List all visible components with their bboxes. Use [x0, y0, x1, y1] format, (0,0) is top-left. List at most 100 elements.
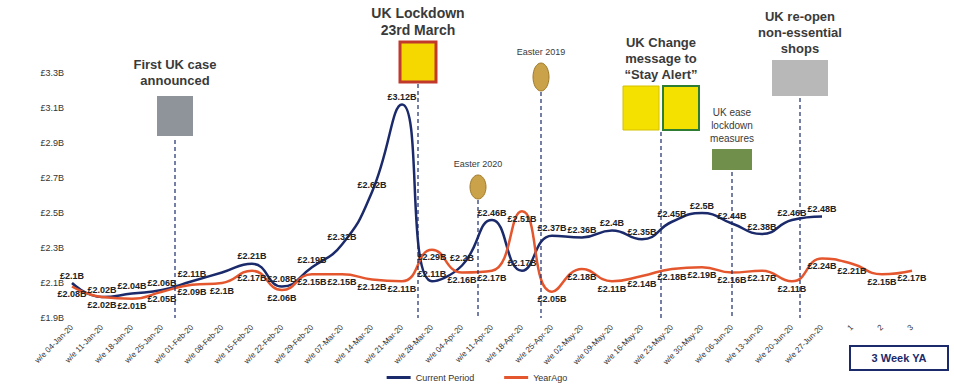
svg-text:w/e 02-May-20: w/e 02-May-20: [541, 322, 586, 367]
svg-text:£2.21B: £2.21B: [837, 266, 867, 276]
svg-text:UK Change: UK Change: [626, 35, 696, 50]
svg-text:Easter 2019: Easter 2019: [517, 47, 566, 57]
svg-text:£2.2B: £2.2B: [450, 253, 475, 263]
svg-text:£2.18B: £2.18B: [567, 272, 597, 282]
svg-text:First UK case: First UK case: [133, 57, 216, 72]
svg-text:£2.3B: £2.3B: [40, 243, 64, 253]
svg-text:£2.9B: £2.9B: [40, 138, 64, 148]
svg-text:£2.45B: £2.45B: [657, 209, 687, 219]
svg-text:UK ease: UK ease: [713, 107, 752, 118]
svg-text:£3.3B: £3.3B: [40, 68, 64, 78]
svg-text:message to: message to: [625, 51, 697, 66]
svg-text:£2.01B: £2.01B: [117, 301, 147, 311]
svg-text:£2.29B: £2.29B: [417, 252, 447, 262]
svg-text:£2.11B: £2.11B: [778, 284, 807, 294]
svg-text:£2.11B: £2.11B: [178, 269, 207, 279]
svg-text:£2.5B: £2.5B: [40, 208, 64, 218]
svg-text:£2.14B: £2.14B: [627, 279, 657, 289]
svg-text:w/e 07-Mar-20: w/e 07-Mar-20: [302, 322, 346, 366]
svg-text:£2.17B: £2.17B: [237, 273, 267, 283]
svg-text:£2.19B: £2.19B: [687, 270, 717, 280]
svg-text:£2.04B: £2.04B: [117, 281, 147, 291]
svg-text:shops: shops: [781, 41, 819, 56]
svg-text:£2.46B: £2.46B: [477, 208, 507, 218]
svg-text:£2.15B: £2.15B: [867, 277, 897, 287]
svg-text:w/e 09-May-20: w/e 09-May-20: [571, 322, 616, 367]
svg-text:1: 1: [846, 322, 856, 332]
svg-text:w/e 27-Jun-20: w/e 27-Jun-20: [782, 322, 825, 365]
svg-text:£2.06B: £2.06B: [147, 278, 177, 288]
svg-text:w/e 08-Feb-20: w/e 08-Feb-20: [182, 322, 226, 366]
svg-text:UK Lockdown: UK Lockdown: [371, 5, 464, 21]
svg-text:£2.4B: £2.4B: [600, 218, 625, 228]
svg-text:w/e 30-May-20: w/e 30-May-20: [661, 322, 706, 367]
svg-text:measures: measures: [710, 133, 754, 144]
svg-text:£2.11B: £2.11B: [388, 284, 417, 294]
svg-text:YearAgo: YearAgo: [533, 373, 567, 383]
svg-text:£2.17B: £2.17B: [477, 273, 507, 283]
svg-text:£2.16B: £2.16B: [447, 275, 477, 285]
svg-text:w/e 29-Feb-20: w/e 29-Feb-20: [272, 322, 316, 366]
svg-text:£2.46B: £2.46B: [777, 208, 807, 218]
svg-text:£2.19B: £2.19B: [297, 255, 327, 265]
svg-text:£2.62B: £2.62B: [357, 180, 387, 190]
svg-text:w/e 14-Mar-20: w/e 14-Mar-20: [332, 322, 376, 366]
svg-text:£2.12B: £2.12B: [357, 282, 387, 292]
svg-text:£2.48B: £2.48B: [807, 204, 837, 214]
svg-text:w/e 16-May-20: w/e 16-May-20: [601, 322, 646, 367]
svg-text:£2.08B: £2.08B: [57, 289, 87, 299]
svg-text:£2.09B: £2.09B: [177, 287, 207, 297]
svg-text:£2.32B: £2.32B: [327, 232, 357, 242]
svg-text:£2.1B: £2.1B: [210, 286, 235, 296]
svg-text:£3.12B: £3.12B: [387, 92, 417, 102]
svg-text:£2.7B: £2.7B: [40, 173, 64, 183]
svg-text:w/e 01-Feb-20: w/e 01-Feb-20: [152, 322, 196, 366]
svg-text:2: 2: [876, 322, 886, 332]
svg-text:£2.11B: £2.11B: [598, 284, 627, 294]
svg-text:3: 3: [906, 322, 916, 332]
svg-text:£2.05B: £2.05B: [147, 294, 177, 304]
svg-text:w/e 04-Apr-20: w/e 04-Apr-20: [423, 322, 466, 365]
svg-text:w/e 21-Mar-20: w/e 21-Mar-20: [362, 322, 406, 366]
svg-text:£2.24B: £2.24B: [807, 261, 837, 271]
svg-text:£2.37B: £2.37B: [537, 223, 567, 233]
svg-text:non-essential: non-essential: [758, 25, 842, 40]
svg-text:£2.11B: £2.11B: [418, 269, 447, 279]
svg-text:3 Week YA: 3 Week YA: [872, 352, 927, 364]
svg-text:w/e 23-May-20: w/e 23-May-20: [631, 322, 676, 367]
svg-text:£2.18B: £2.18B: [657, 272, 687, 282]
svg-text:“Stay Alert”: “Stay Alert”: [624, 67, 697, 82]
svg-text:w/e 15-Feb-20: w/e 15-Feb-20: [212, 322, 256, 366]
svg-text:announced: announced: [140, 73, 209, 88]
svg-text:£2.38B: £2.38B: [747, 222, 777, 232]
svg-text:£2.06B: £2.06B: [267, 293, 297, 303]
svg-text:£2.21B: £2.21B: [237, 251, 267, 261]
svg-text:lockdown: lockdown: [711, 120, 753, 131]
svg-text:£2.1B: £2.1B: [60, 271, 85, 281]
svg-text:£2.15B: £2.15B: [327, 277, 357, 287]
svg-text:£2.5B: £2.5B: [690, 201, 715, 211]
svg-text:w/e 25-Jan-20: w/e 25-Jan-20: [123, 322, 166, 365]
svg-text:£2.05B: £2.05B: [537, 294, 567, 304]
svg-text:£2.51B: £2.51B: [507, 214, 537, 224]
svg-text:UK re-open: UK re-open: [765, 9, 835, 24]
svg-text:w/e 28-Mar-20: w/e 28-Mar-20: [392, 322, 436, 366]
svg-text:Easter 2020: Easter 2020: [454, 159, 503, 169]
svg-text:Current Period: Current Period: [416, 373, 475, 383]
svg-text:£1.9B: £1.9B: [40, 313, 64, 323]
svg-text:£2.02B: £2.02B: [87, 285, 117, 295]
svg-text:w/e 18-Jan-20: w/e 18-Jan-20: [93, 322, 136, 365]
svg-text:£2.17B: £2.17B: [747, 273, 777, 283]
svg-text:£2.17B: £2.17B: [897, 273, 927, 283]
svg-text:£2.36B: £2.36B: [567, 225, 597, 235]
svg-text:w/e 22-Feb-20: w/e 22-Feb-20: [242, 322, 286, 366]
svg-text:£2.08B: £2.08B: [267, 274, 297, 284]
svg-text:£2.35B: £2.35B: [627, 227, 657, 237]
svg-text:23rd March: 23rd March: [381, 22, 456, 38]
svg-text:w/e 11-Jan-20: w/e 11-Jan-20: [63, 322, 106, 365]
svg-text:£2.02B: £2.02B: [87, 300, 117, 310]
svg-text:w/e 04-Jan-20: w/e 04-Jan-20: [33, 322, 76, 365]
svg-text:£2.15B: £2.15B: [297, 277, 327, 287]
svg-text:£3.1B: £3.1B: [40, 103, 64, 113]
svg-text:£2.17B: £2.17B: [507, 258, 537, 268]
